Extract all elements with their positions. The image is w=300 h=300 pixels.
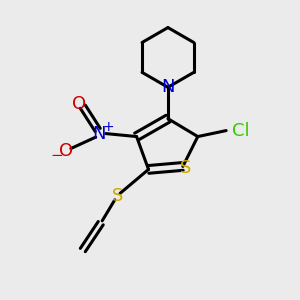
Text: O: O <box>72 95 86 113</box>
Text: Cl: Cl <box>232 122 249 140</box>
Text: −: − <box>50 148 63 164</box>
Text: N: N <box>92 124 106 142</box>
Text: S: S <box>112 187 123 205</box>
Text: N: N <box>161 78 175 96</box>
Text: S: S <box>180 159 191 177</box>
Text: O: O <box>59 142 74 160</box>
Text: +: + <box>103 120 115 134</box>
